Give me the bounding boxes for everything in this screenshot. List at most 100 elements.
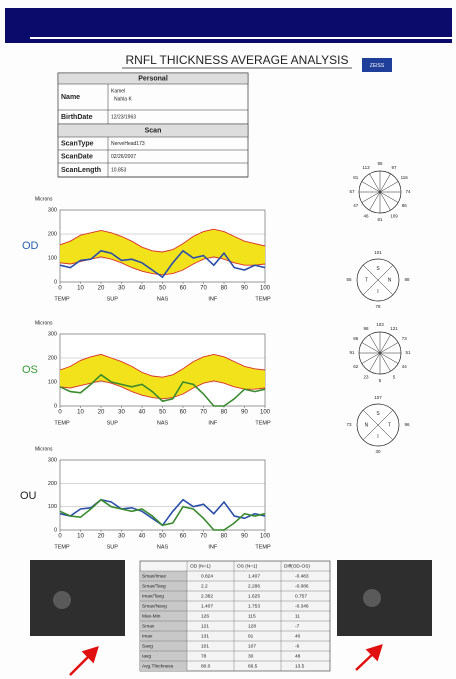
y-axis-label: Microns <box>35 320 53 326</box>
quadrant-value: 96 <box>404 422 410 427</box>
clock-value: 116 <box>401 175 409 180</box>
table-heading: Scan <box>145 127 162 134</box>
clock-spoke <box>379 191 399 203</box>
report-title: RNFL THICKNESS AVERAGE ANALYSIS <box>126 53 349 67</box>
y-tick-label: 300 <box>48 207 57 213</box>
y-tick-label: 300 <box>48 331 57 337</box>
optic-disc <box>53 591 71 609</box>
stats-cell: 107 <box>248 643 256 649</box>
y-axis-label: Microns <box>35 196 53 202</box>
eye-label: OS <box>22 364 38 376</box>
stats-row-label: Imax <box>142 633 153 639</box>
fundus-image-os <box>337 560 432 636</box>
x-tick-label: 30 <box>118 534 125 540</box>
stats-cell: 11 <box>295 613 300 619</box>
clock-value: 81 <box>353 175 359 180</box>
stats-cell: 40 <box>295 633 301 639</box>
table-heading-cell <box>57 123 249 138</box>
y-tick-label: 0 <box>54 403 57 409</box>
stats-row-label: Savg <box>142 643 153 649</box>
x-tick-label: 100 <box>260 286 271 292</box>
row-label: BirthDate <box>61 114 93 121</box>
quadrant-letter: S <box>376 411 380 417</box>
y-tick-label: 100 <box>48 255 57 261</box>
clock-value: 86 <box>402 203 408 208</box>
x-tick-label: 60 <box>180 286 187 292</box>
cell: Kamel <box>111 88 125 94</box>
clock-spoke <box>369 173 381 193</box>
plot-area <box>59 459 266 531</box>
quadrant-divider <box>362 409 394 441</box>
clock-spoke <box>379 334 391 354</box>
x-tick-label: 20 <box>98 286 105 292</box>
fundus-image-od <box>30 560 125 636</box>
x-tick-label: 50 <box>159 534 166 540</box>
stats-cell: 91 <box>248 633 254 639</box>
stats-column-header: OS (N=1) <box>237 563 258 569</box>
region-label: INF <box>208 296 218 302</box>
region-label: INF <box>208 420 218 426</box>
clock-spoke <box>379 352 399 364</box>
row-label: ScanLength <box>61 167 101 174</box>
clock-value: 91 <box>349 350 355 355</box>
stats-cell: 78 <box>201 653 207 659</box>
quadrant-letter: I <box>377 289 378 295</box>
region-label: TEMP <box>255 544 271 550</box>
stats-column-header: OD (N=1) <box>190 563 211 569</box>
quadrant-value: 107 <box>374 395 382 400</box>
clock-value: 113 <box>362 165 370 170</box>
stats-cell: 0.824 <box>201 573 213 579</box>
region-label: TEMP <box>255 420 271 426</box>
clock-spoke <box>369 334 381 354</box>
quadrant-letter: T <box>365 277 368 283</box>
x-tick-label: 50 <box>159 410 166 416</box>
stats-cell: -0.346 <box>295 603 309 609</box>
stats-cell: 13.5 <box>295 663 305 669</box>
eye-label: OD <box>22 240 39 252</box>
y-tick-label: 200 <box>48 355 57 361</box>
stats-cell: -0.086 <box>295 583 309 589</box>
x-tick-label: 80 <box>221 286 228 292</box>
y-tick-label: 0 <box>54 279 57 285</box>
x-tick-label: 50 <box>159 286 166 292</box>
clock-value: 62 <box>353 364 359 369</box>
stats-cell: 2.286 <box>248 583 260 589</box>
clock-value: 5 <box>393 374 396 379</box>
y-tick-label: 100 <box>48 379 57 385</box>
clock-value: 73 <box>402 336 408 341</box>
region-label: NAS <box>157 296 169 302</box>
region-label: TEMP <box>54 544 70 550</box>
x-tick-label: 40 <box>139 286 146 292</box>
stats-row-label: Smax <box>142 623 155 629</box>
x-tick-label: 0 <box>58 410 62 416</box>
x-tick-label: 60 <box>180 410 187 416</box>
clock-value: 95 <box>377 161 383 166</box>
row-label: Name <box>61 94 80 101</box>
arrows <box>69 644 383 676</box>
stats-cell: 126 <box>201 613 209 619</box>
stats-row-label: Imax/Tavg <box>142 593 164 599</box>
y-tick-label: 200 <box>48 481 57 487</box>
region-label: TEMP <box>54 296 70 302</box>
stats-cell: 0.757 <box>295 593 307 599</box>
quadrant-letter: S <box>376 266 380 272</box>
x-tick-label: 20 <box>98 410 105 416</box>
stats-cell: -7 <box>295 623 300 629</box>
clock-spoke <box>361 342 381 354</box>
x-tick-label: 60 <box>180 534 187 540</box>
stats-row-label: Smax/Tavg <box>142 583 166 589</box>
x-tick-label: 70 <box>200 286 207 292</box>
clock-value: 57 <box>349 189 355 194</box>
clock-value: 51 <box>405 350 411 355</box>
normal-band <box>60 354 265 399</box>
region-label: SUP <box>107 544 119 550</box>
stats-cell: 1.407 <box>248 573 260 579</box>
logo-box <box>362 58 392 72</box>
quadrant-value: 73 <box>346 422 352 427</box>
x-tick-label: 10 <box>77 410 84 416</box>
stats-row-label: Max-Min <box>142 613 161 619</box>
x-tick-label: 30 <box>118 410 125 416</box>
region-label: SUP <box>107 420 119 426</box>
clock-value: 44 <box>402 364 408 369</box>
x-tick-label: 90 <box>241 534 248 540</box>
